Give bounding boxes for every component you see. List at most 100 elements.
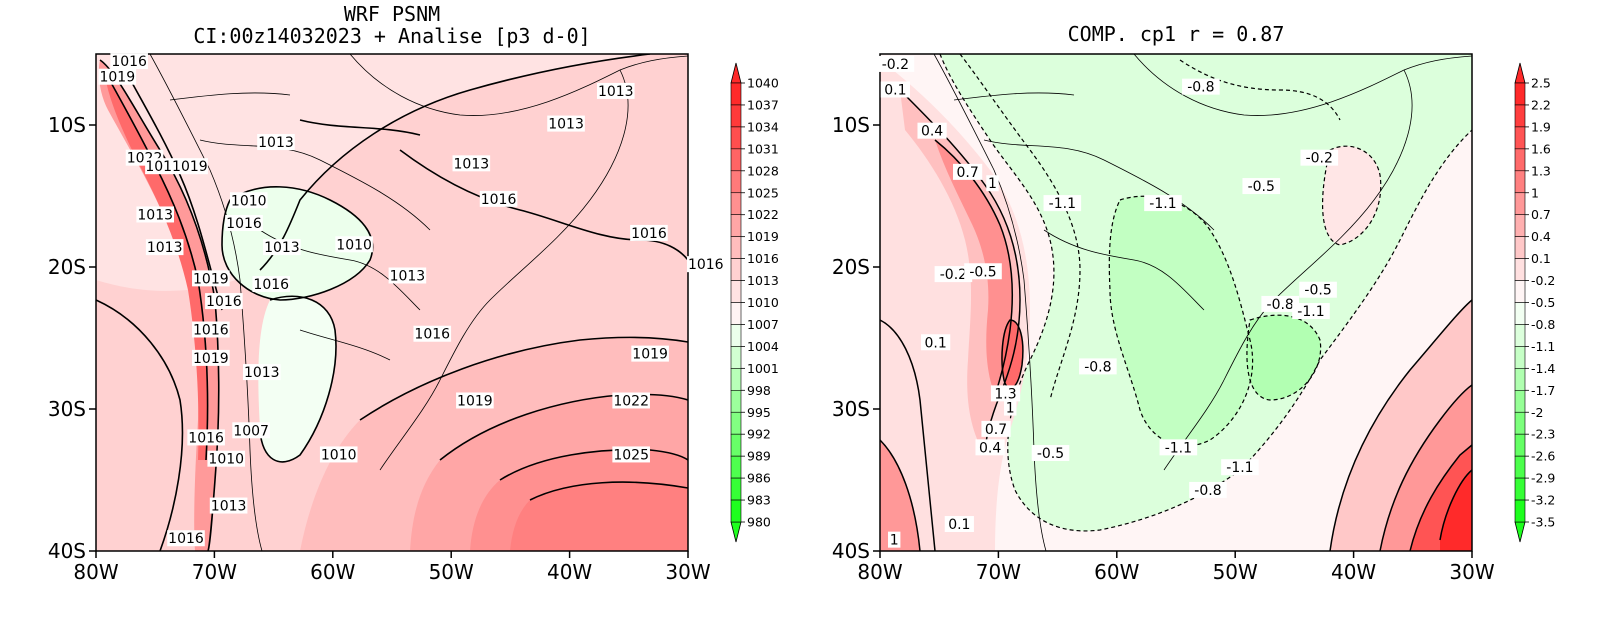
psnm-contour-label-text: 1010 [208,452,244,468]
psnm-contour-label-text: 1013 [147,240,183,256]
comp-contour-label: 1.3 [990,385,1021,402]
psnm-contour-label-box [388,267,427,284]
comp-contour-label-box [1159,439,1198,456]
comp-contour-label-box [1189,481,1227,498]
comp-contour-label-box [1299,281,1337,298]
psnm-contour-label-box [145,239,184,256]
psnm-contour-label: 1019 [456,392,494,409]
psnm-contour-lines [96,54,688,551]
psnm-contour-label-text: 1016 [111,54,147,70]
psnm-colorbar-bottom-arrow [730,521,742,543]
psnm-colorbar-label: 1022 [747,207,779,222]
psnm-contour-label-box [187,429,225,446]
comp-contour-label-text: 0.7 [956,165,978,181]
psnm-contour-label: 1013 [145,239,184,256]
psnm-contour-label-box [145,158,208,175]
comp-colorbar-swatch [1514,433,1526,457]
psnm-contour-label-text: 1010 [336,237,372,253]
psnm-low-1010 [258,296,336,462]
psnm-y-tick-label: 30S [48,397,86,421]
psnm-colorbar: 1040 1037 1034 1031 1028 1025 1022 1019 1016 1013… [730,62,779,543]
psnm-x-tick-label: 30W [665,560,710,584]
psnm-contour-label-text: 1013 [264,240,300,256]
psnm-x-tick-label: 50W [429,560,474,584]
psnm-x-tick-label: 40W [547,560,592,584]
comp-colorbar-swatch [1514,411,1526,435]
comp-contour-label: -1.1 [1043,195,1082,212]
psnm-contour-label-text: 1016 [481,192,517,208]
comp-colorbar-label: -1.7 [1531,383,1555,398]
psnm-borders [149,54,688,551]
comp-colorbar-label: -1.1 [1531,339,1555,354]
psnm-contour-label: 1010 [229,192,268,209]
psnm-colorbar-swatch [730,499,742,523]
comp-contour-label: 0.7 [981,420,1011,438]
comp-contour-label-text: -0.2 [1306,151,1333,167]
psnm-contour-label: 1016 [187,429,225,446]
comp-contour-label-layer: -0.20.10.4-0.8-0.20.71 -0.5-1.1 -1.1-0.2 -0… [876,55,1339,549]
psnm-band-1028 [510,482,688,551]
psnm-contour-label-box [547,115,585,132]
comp-contour-label-text: -1.1 [1165,440,1192,456]
psnm-contour-label: 1013 [388,267,427,285]
comp-contour-label: -0.5 [1242,178,1281,195]
comp-colorbar-swatch [1514,324,1526,347]
psnm-y-tick-label: 10S [48,113,86,137]
psnm-colorbar-label: 1040 [747,76,779,91]
psnm-contour-label-box [631,345,669,362]
comp-colorbar-swatch [1514,148,1526,172]
comp-contour-label: 0.1 [880,81,910,99]
comp-colorbar-label: 2.2 [1531,97,1551,112]
psnm-contour-label-box [225,214,263,231]
psnm-y-tick-label: 40S [48,539,86,563]
comp-colorbar-swatch [1514,192,1526,216]
comp-contour-label-text: 1.3 [994,386,1016,402]
comp-contour-label: -0.8 [1189,481,1227,499]
psnm-contour-label-box [232,422,270,439]
psnm-colorbar-top-arrow [730,62,742,84]
psnm-title-line-2: CI:00z14032023 + Analise [p3 d-0] [193,24,590,48]
psnm-contour-label-text: 1013 [211,499,247,515]
comp-contour-label-text: 0.4 [921,124,943,140]
comp-contour-label-box [964,263,1002,280]
comp-contour-label-box [1144,195,1182,212]
comp-contour-label-text: 1 [1006,401,1015,417]
psnm-contour-label-text: 1013 [244,365,280,381]
psnm-contour-label: 1019 [192,270,230,287]
psnm-contour-label-box [612,446,650,463]
psnm-contour-label: 1013 [209,497,248,515]
comp-contour-label-text: -1.1 [1149,196,1176,212]
comp-colorbar: 2.5 2.2 1.9 1.6 1.3 1 0.7 0.4 0.1 -0.2 -0.5 -0.8 -1.… [1514,62,1555,543]
psnm-contour-label-text: 1022 [613,393,649,409]
comp-contour-label-text: -0.2 [882,57,909,73]
psnm-colorbar-label: 1025 [747,185,779,200]
comp-filled-contours [880,54,1472,551]
psnm-contour-label-box [630,224,668,241]
comp-contour-label-box [975,439,1005,456]
psnm-contour-label: 1016 [167,530,205,547]
comp-contour-label-box [876,55,915,72]
comp-colorbar-swatch [1514,455,1526,479]
comp-colorbar-swatch [1514,258,1526,281]
psnm-contour-label: 1013 [257,134,295,151]
comp-contour-label: 0.1 [944,516,974,533]
psnm-contour-label-box [192,270,230,287]
psnm-contour-label-box [192,321,230,338]
comp-colorbar-label: 0.7 [1531,207,1551,222]
comp-contour-label-box [921,334,951,351]
psnm-colorbar-swatch [730,302,742,325]
psnm-contour-label-box [242,364,281,381]
comp-colorbar-swatch [1514,170,1526,194]
psnm-contour-label: 1010 [335,236,373,253]
comp-contour-label-text: -0.5 [1304,283,1331,299]
comp-colorbar-label: 1 [1531,185,1539,200]
psnm-contour-label: 1016 [252,276,291,293]
psnm-x-tick-label: 70W [192,560,237,584]
comp-contour-label-box [1004,399,1017,416]
psnm-y-tick-label: 20S [48,255,86,279]
comp-contour-label-text: 0.4 [979,440,1001,456]
comp-contour-label-box [1043,195,1082,212]
comp-contour-label-text: -0.5 [1037,446,1064,462]
comp-contour-label-text: 1 [890,533,899,549]
